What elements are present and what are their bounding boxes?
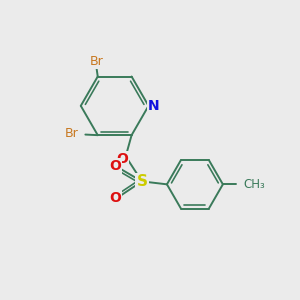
Text: O: O <box>116 152 128 166</box>
Text: O: O <box>110 159 121 173</box>
Text: Br: Br <box>65 127 79 140</box>
Text: Br: Br <box>89 55 103 68</box>
Text: S: S <box>136 174 147 189</box>
Text: O: O <box>110 191 121 206</box>
Text: CH₃: CH₃ <box>244 178 265 191</box>
Text: N: N <box>148 99 160 113</box>
